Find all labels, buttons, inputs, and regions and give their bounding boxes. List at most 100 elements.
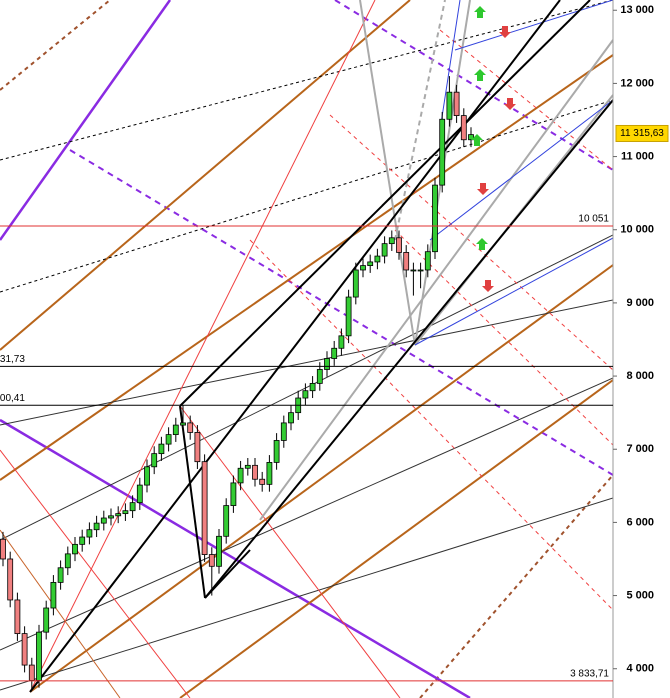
- candle-body: [237, 467, 244, 484]
- candle-body: [338, 335, 345, 349]
- candle-body: [432, 184, 438, 253]
- trend-line: [179, 405, 401, 698]
- trend-line: [204, 99, 613, 599]
- up-arrow: [474, 69, 486, 81]
- candle-body: [331, 347, 338, 359]
- candle-body: [129, 502, 136, 512]
- candle-body: [410, 269, 417, 272]
- candle-body: [381, 243, 388, 257]
- y-tick-label: 9 000: [626, 297, 654, 309]
- trend-line: [419, 474, 613, 698]
- candle-body: [122, 510, 129, 515]
- trend-line: [0, 449, 191, 698]
- y-tick-label: 6 000: [626, 516, 654, 528]
- trend-line: [29, 264, 613, 693]
- up-arrow: [471, 134, 483, 146]
- candle-body: [93, 522, 100, 531]
- candle-body: [79, 536, 86, 545]
- candle-body: [259, 478, 266, 485]
- y-tick-label: 10 000: [620, 224, 654, 236]
- candle-body: [460, 115, 467, 141]
- candle-body: [28, 664, 35, 681]
- trend-line: [0, 377, 613, 651]
- trend-line: [29, 0, 561, 693]
- candle-body: [345, 296, 352, 337]
- candle-body: [208, 554, 215, 567]
- trend-lines: [0, 0, 613, 698]
- candle-body: [136, 484, 143, 504]
- level-label: 8 131,73: [0, 354, 25, 365]
- candle-body: [374, 255, 381, 263]
- down-arrow: [482, 280, 494, 292]
- trend-line: [359, 0, 416, 346]
- candle-body: [403, 252, 410, 271]
- trend-line: [439, 0, 461, 131]
- candle-body: [388, 237, 395, 245]
- trend-line: [394, 229, 613, 446]
- candle-body: [424, 251, 431, 271]
- candle-body: [21, 633, 28, 666]
- trend-line: [394, 0, 446, 241]
- candle-body: [180, 422, 186, 426]
- last-price-label: 11 315,63: [620, 128, 664, 139]
- candle-body: [50, 581, 57, 609]
- y-tick-label: 13 000: [620, 4, 654, 16]
- candle-body: [324, 358, 330, 370]
- y-tick-label: 11 000: [621, 150, 654, 162]
- y-tick-label: 8 000: [626, 370, 654, 382]
- candle-body: [108, 515, 114, 519]
- candle-body: [417, 269, 424, 272]
- trend-line: [0, 0, 411, 351]
- trend-line: [429, 99, 613, 241]
- candle-body: [201, 461, 208, 555]
- candle-body: [266, 462, 273, 485]
- candle-body: [43, 607, 50, 633]
- candle-body: [72, 543, 78, 555]
- candle-body: [244, 464, 251, 469]
- y-tick-label: 7 000: [626, 443, 654, 455]
- down-arrow: [504, 98, 516, 110]
- trend-line: [179, 0, 591, 407]
- candle-body: [302, 390, 309, 399]
- level-label: 3 833,71: [570, 669, 609, 680]
- level-label: 10 051: [578, 214, 609, 225]
- y-tick-label: 4 000: [626, 663, 654, 675]
- candle-body: [316, 369, 323, 384]
- up-arrow: [474, 6, 486, 18]
- candle-body: [309, 382, 316, 392]
- candle-body: [288, 412, 294, 424]
- candle-body: [158, 443, 165, 455]
- trend-line: [0, 0, 111, 91]
- candle-body: [115, 513, 122, 517]
- up-arrow: [476, 238, 488, 250]
- candle-body: [273, 440, 280, 463]
- candles: [0, 76, 474, 690]
- trend-line: [439, 29, 613, 171]
- candle-body: [216, 535, 222, 567]
- candle-body: [144, 466, 150, 486]
- candle-body: [360, 265, 366, 271]
- candle-body: [57, 567, 64, 583]
- level-label: 7 600,41: [0, 393, 25, 404]
- down-arrow: [499, 26, 511, 38]
- candle-body: [280, 422, 287, 441]
- candle-body: [223, 505, 230, 537]
- y-tick-label: 5 000: [626, 589, 654, 601]
- last-price-box: [615, 124, 669, 142]
- candle-body: [36, 631, 42, 681]
- trend-line: [0, 299, 613, 426]
- down-arrow: [477, 183, 489, 195]
- candle-body: [468, 134, 474, 141]
- candle-body: [230, 482, 237, 506]
- trend-line: [259, 39, 613, 521]
- candle-body: [14, 599, 21, 635]
- trend-line: [179, 379, 613, 698]
- candle-body: [165, 434, 172, 445]
- trend-line: [0, 234, 613, 541]
- candle-body: [151, 453, 158, 468]
- trend-line: [0, 99, 613, 293]
- trend-line: [204, 549, 251, 599]
- candle-body: [446, 91, 453, 120]
- trend-line: [414, 237, 613, 346]
